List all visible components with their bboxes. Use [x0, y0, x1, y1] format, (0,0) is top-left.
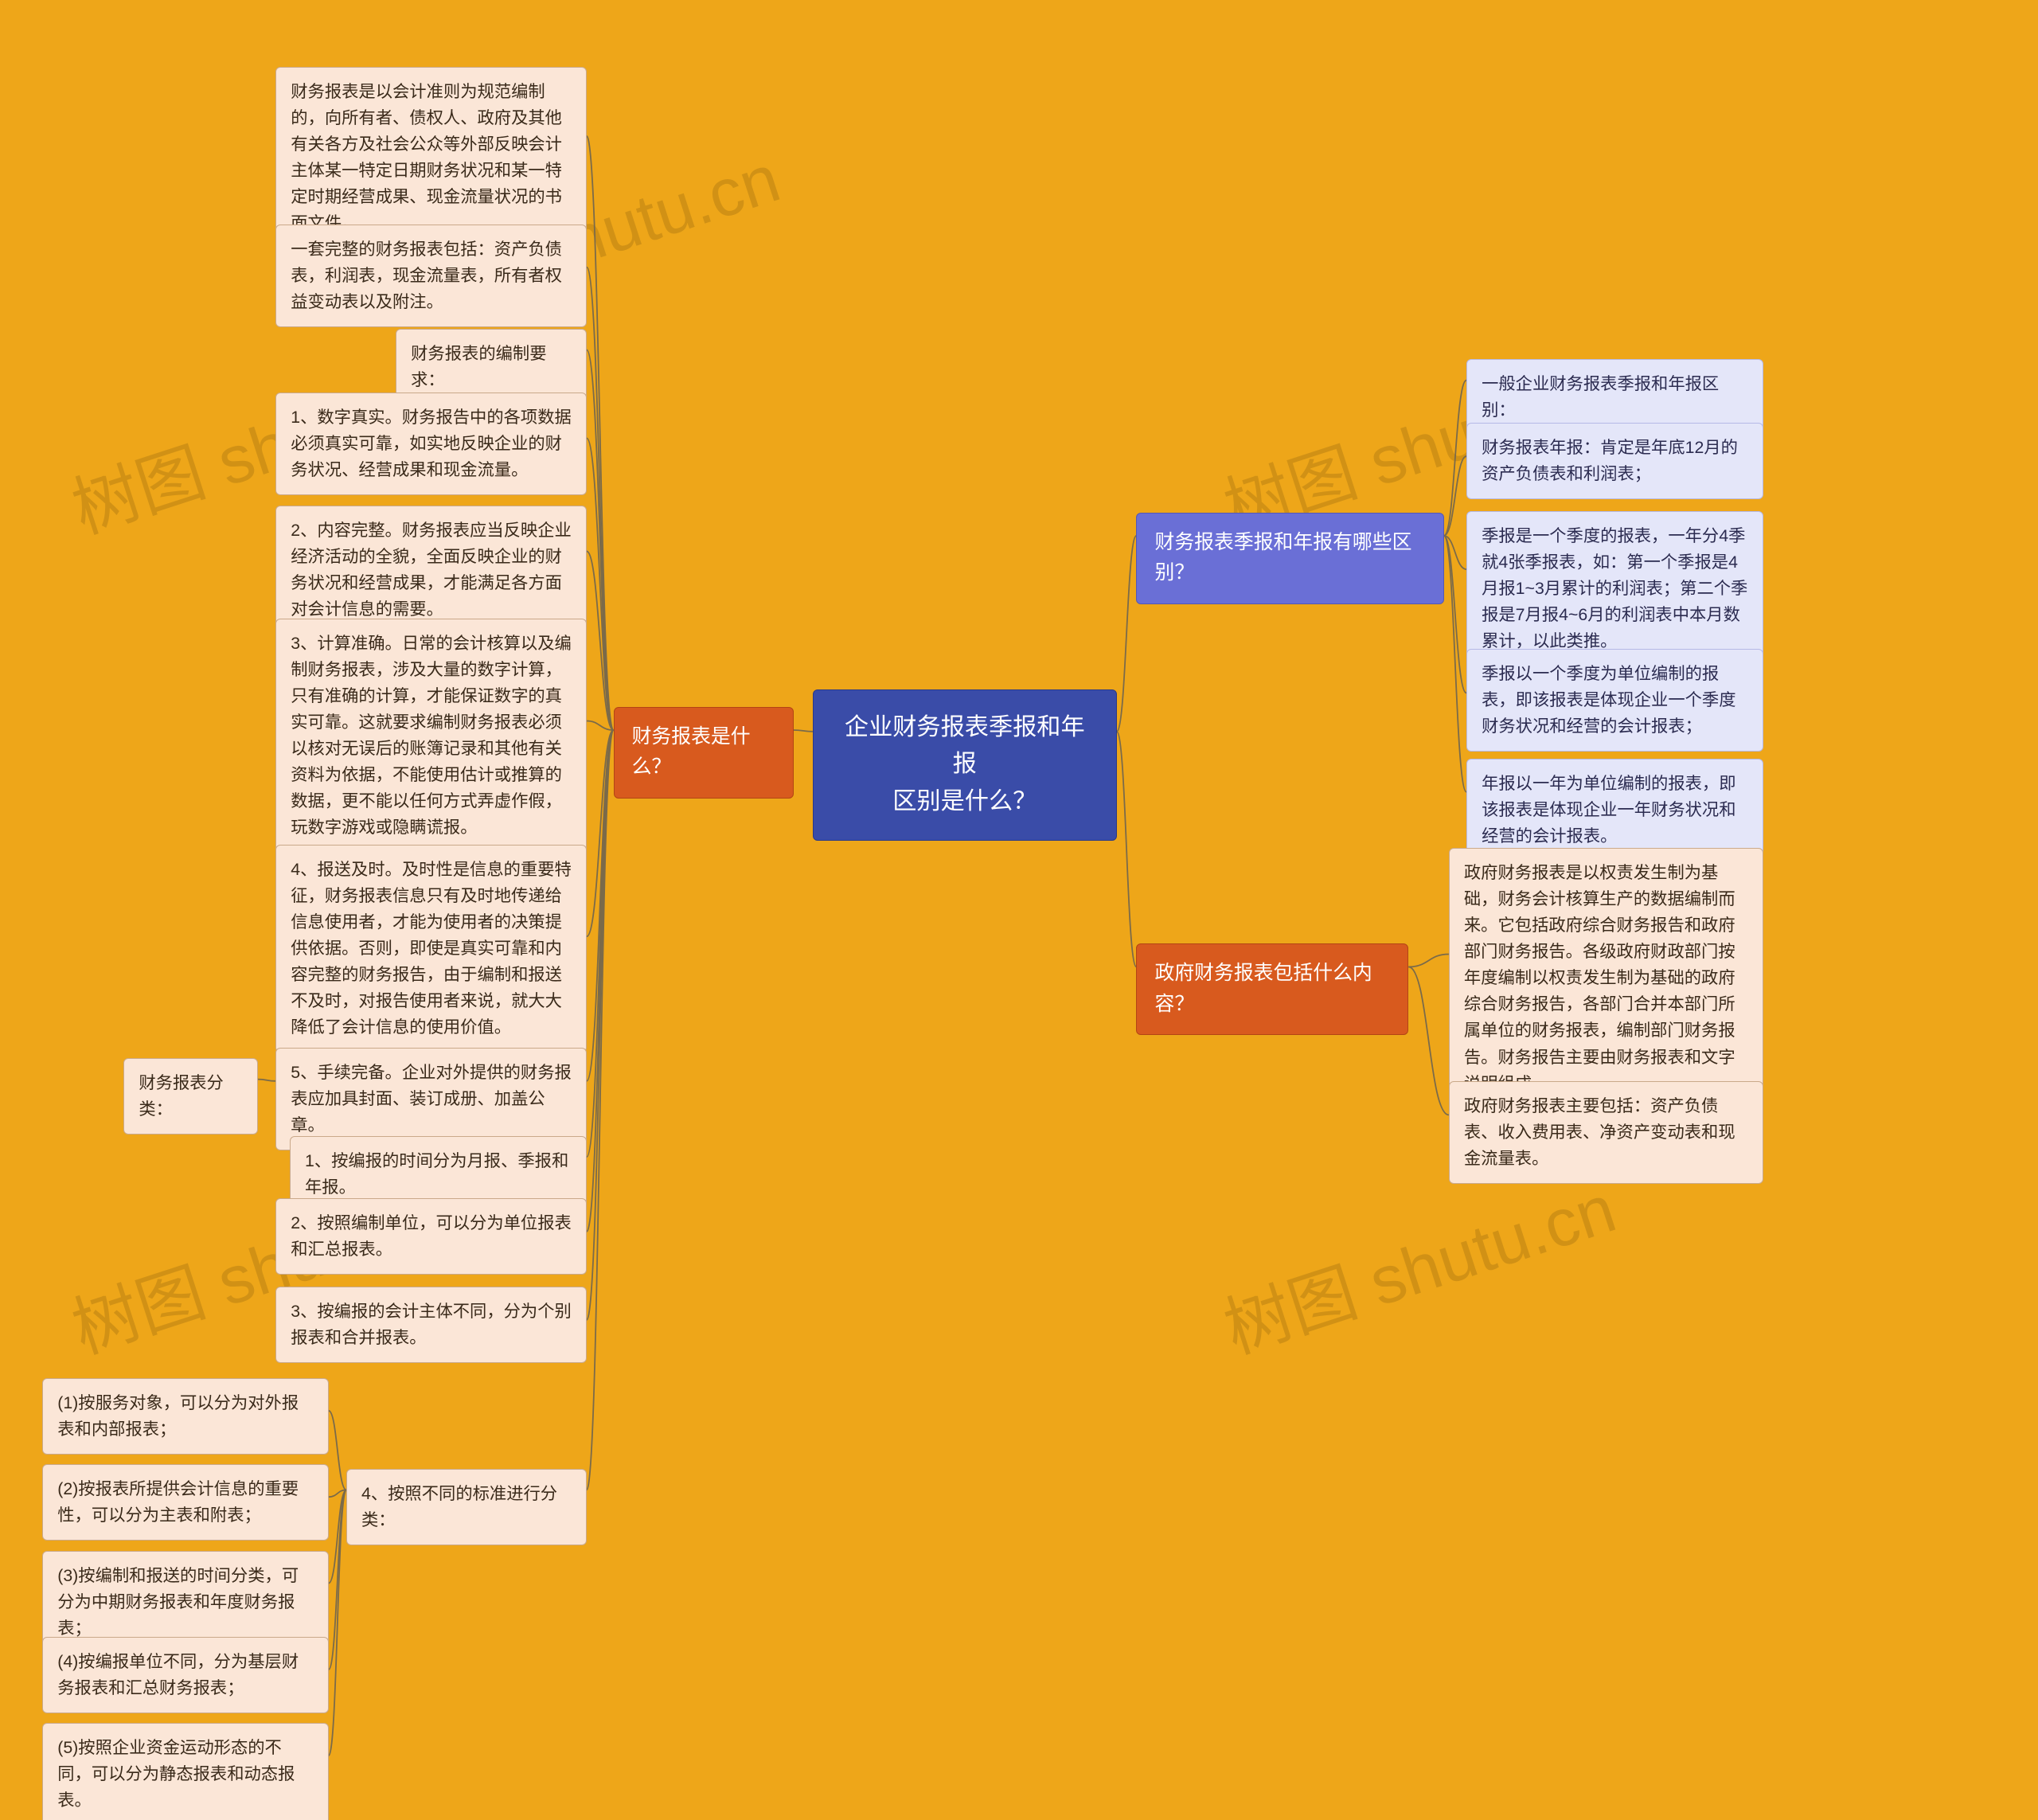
leaf-node: 财务报表分类：: [123, 1058, 258, 1135]
node-text: 政府财务报表主要包括：资产负债表、收入费用表、净资产变动表和现金流量表。: [1464, 1096, 1735, 1168]
node-text: (5)按照企业资金运动形态的不同，可以分为静态报表和动态报表。: [57, 1738, 295, 1810]
branch-node: 财务报表是什么？: [614, 707, 794, 799]
node-text: 2、按照编制单位，可以分为单位报表和汇总报表。: [291, 1213, 572, 1259]
leaf-node: (1)按服务对象，可以分为对外报表和内部报表；: [42, 1378, 329, 1455]
node-text: 财务报表是什么？: [632, 726, 751, 779]
leaf-node: 2、按照编制单位，可以分为单位报表和汇总报表。: [275, 1198, 587, 1275]
node-text: 年报以一年为单位编制的报表，即该报表是体现企业一年财务状况和经营的会计报表。: [1482, 774, 1735, 846]
node-text: (2)按报表所提供会计信息的重要性，可以分为主表和附表；: [57, 1479, 299, 1525]
leaf-node: 3、计算准确。日常的会计核算以及编制财务报表，涉及大量的数字计算，只有准确的计算…: [275, 619, 587, 853]
node-text: (1)按服务对象，可以分为对外报表和内部报表；: [57, 1393, 299, 1439]
node-text: 季报以一个季度为单位编制的报表，即该报表是体现企业一个季度财务状况和经营的会计报…: [1482, 664, 1735, 736]
node-text: 一般企业财务报表季报和年报区别：: [1482, 374, 1719, 420]
node-text: 政府财务报表包括什么内容？: [1154, 963, 1372, 1015]
leaf-node: 3、按编报的会计主体不同，分为个别报表和合并报表。: [275, 1287, 587, 1363]
node-text: 财务报表的编制要求：: [411, 344, 546, 389]
node-text: 企业财务报表季报和年报 区别是什么？: [845, 714, 1085, 815]
leaf-node: 季报是一个季度的报表，一年分4季就4张季报表，如：第一个季报是4月报1~3月累计…: [1466, 511, 1763, 666]
node-text: 1、按编报的时间分为月报、季报和年报。: [305, 1151, 568, 1197]
branch-node: 财务报表季报和年报有哪些区别？: [1136, 513, 1443, 604]
leaf-node: 一套完整的财务报表包括：资产负债表，利润表，现金流量表，所有者权益变动表以及附注…: [275, 225, 587, 327]
node-text: 3、计算准确。日常的会计核算以及编制财务报表，涉及大量的数字计算，只有准确的计算…: [291, 634, 572, 837]
center-node: 企业财务报表季报和年报 区别是什么？: [813, 689, 1117, 841]
node-text: 1、数字真实。财务报告中的各项数据必须真实可靠，如实地反映企业的财务状况、经营成…: [291, 408, 572, 479]
node-text: 4、按照不同的标准进行分类：: [361, 1484, 557, 1529]
leaf-node: 财务报表年报：肯定是年底12月的资产负债表和利润表；: [1466, 423, 1763, 499]
leaf-node: 4、按照不同的标准进行分类：: [346, 1469, 587, 1545]
node-text: 财务报表年报：肯定是年底12月的资产负债表和利润表；: [1482, 438, 1738, 483]
leaf-node: 年报以一年为单位编制的报表，即该报表是体现企业一年财务状况和经营的会计报表。: [1466, 759, 1763, 861]
node-text: 财务报表分类：: [139, 1073, 224, 1119]
node-text: (3)按编制和报送的时间分类，可分为中期财务报表和年度财务报表；: [57, 1566, 299, 1638]
leaf-node: 政府财务报表是以权责发生制为基础，财务会计核算生产的数据编制而来。它包括政府综合…: [1449, 848, 1763, 1108]
leaf-node: (2)按报表所提供会计信息的重要性，可以分为主表和附表；: [42, 1464, 329, 1541]
leaf-node: (5)按照企业资金运动形态的不同，可以分为静态报表和动态报表。: [42, 1723, 329, 1820]
node-text: 5、手续完备。企业对外提供的财务报表应加具封面、装订成册、加盖公章。: [291, 1063, 572, 1135]
node-text: 财务报表是以会计准则为规范编制的，向所有者、债权人、政府及其他有关各方及社会公众…: [291, 82, 562, 232]
leaf-node: 4、报送及时。及时性是信息的重要特征，财务报表信息只有及时地传递给信息使用者，才…: [275, 845, 587, 1053]
node-text: 一套完整的财务报表包括：资产负债表，利润表，现金流量表，所有者权益变动表以及附注…: [291, 240, 562, 311]
leaf-node: 季报以一个季度为单位编制的报表，即该报表是体现企业一个季度财务状况和经营的会计报…: [1466, 649, 1763, 752]
node-text: 3、按编报的会计主体不同，分为个别报表和合并报表。: [291, 1302, 572, 1347]
leaf-node: 2、内容完整。财务报表应当反映企业经济活动的全貌，全面反映企业的财务状况和经营成…: [275, 506, 587, 635]
node-text: 2、内容完整。财务报表应当反映企业经济活动的全貌，全面反映企业的财务状况和经营成…: [291, 521, 572, 619]
branch-node: 政府财务报表包括什么内容？: [1136, 943, 1408, 1035]
node-text: 政府财务报表是以权责发生制为基础，财务会计核算生产的数据编制而来。它包括政府综合…: [1464, 863, 1735, 1092]
node-text: 4、报送及时。及时性是信息的重要特征，财务报表信息只有及时地传递给信息使用者，才…: [291, 860, 572, 1037]
node-text: 财务报表季报和年报有哪些区别？: [1154, 532, 1411, 584]
leaf-node: 1、数字真实。财务报告中的各项数据必须真实可靠，如实地反映企业的财务状况、经营成…: [275, 393, 587, 495]
leaf-node: 5、手续完备。企业对外提供的财务报表应加具封面、装订成册、加盖公章。: [275, 1048, 587, 1150]
leaf-node: 财务报表是以会计准则为规范编制的，向所有者、债权人、政府及其他有关各方及社会公众…: [275, 67, 587, 248]
leaf-node: (4)按编报单位不同，分为基层财务报表和汇总财务报表；: [42, 1637, 329, 1713]
leaf-node: 政府财务报表主要包括：资产负债表、收入费用表、净资产变动表和现金流量表。: [1449, 1081, 1763, 1184]
node-text: 季报是一个季度的报表，一年分4季就4张季报表，如：第一个季报是4月报1~3月累计…: [1482, 526, 1747, 650]
node-text: (4)按编报单位不同，分为基层财务报表和汇总财务报表；: [57, 1652, 299, 1697]
